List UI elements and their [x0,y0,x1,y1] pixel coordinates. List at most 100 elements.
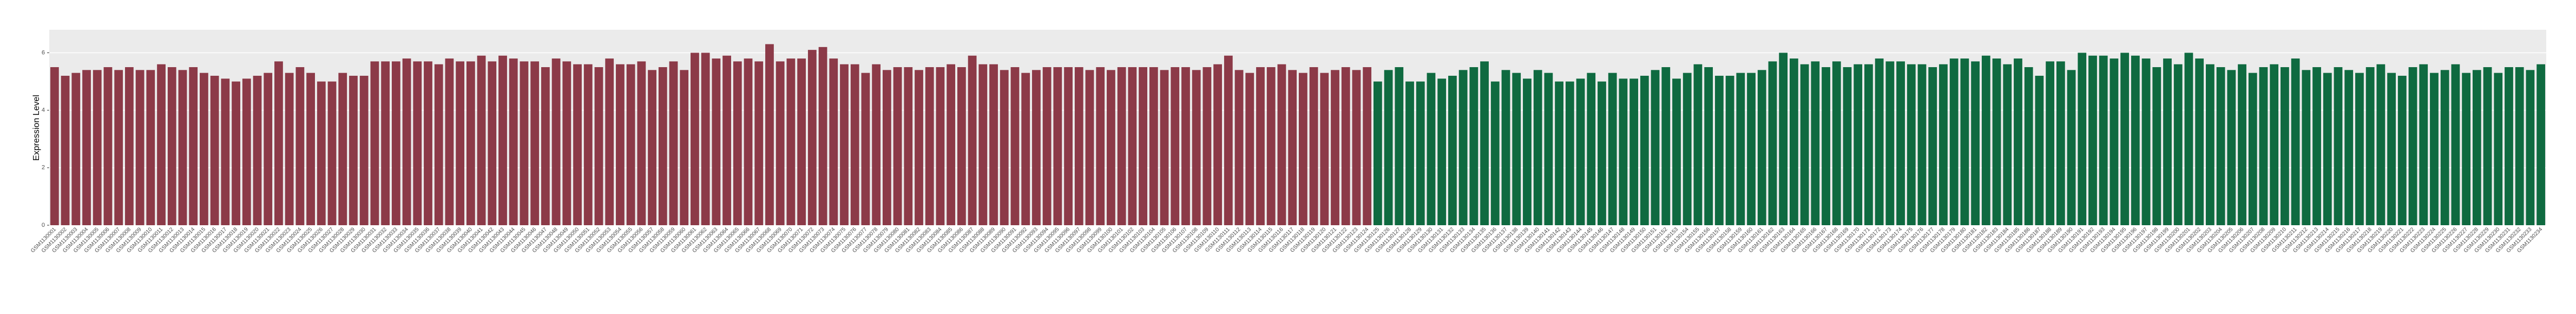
bar [2397,75,2407,226]
bar [1800,64,1809,226]
bar [285,73,294,225]
bar [1598,81,1606,225]
bar [2419,64,2428,226]
bar [1714,75,1724,226]
bar [2259,67,2268,225]
bar [1469,67,1478,225]
bar [2344,70,2354,225]
bar [2536,64,2546,226]
bar [1266,67,1276,225]
bar [1128,67,1137,225]
bar [2131,55,2140,225]
bar [1202,67,1212,225]
bar [1277,64,1286,226]
bar [359,75,369,226]
bar [658,67,667,225]
bar [103,67,113,225]
bar [1619,78,1628,225]
bar [445,58,454,226]
bar [2003,64,2012,226]
bar [2323,73,2332,225]
bar [498,55,507,225]
bar [947,64,956,226]
bar [882,70,891,225]
bar [1576,78,1585,225]
bar [1736,73,1745,225]
y-tick-label: 6 [42,49,45,56]
y-axis-label: Expression Level [32,95,41,161]
bar [1074,67,1083,225]
bar [2302,70,2311,225]
bar [2365,67,2375,225]
bar [733,61,742,225]
y-tick-label: 4 [42,107,45,114]
bar [306,73,315,225]
bar [71,73,81,225]
bar [776,61,785,225]
bar [1416,81,1425,225]
bar [93,70,102,225]
bar [2387,73,2396,225]
bar [1117,67,1126,225]
bar [722,55,731,225]
bar [488,61,497,225]
bar [1747,73,1756,225]
bar [893,67,902,225]
bar [2056,61,2065,225]
bar [1042,67,1052,225]
bar [1309,67,1318,225]
bar [1651,70,1660,225]
bar [1341,67,1350,225]
bar [146,70,155,225]
bar [691,53,699,226]
bar [2526,70,2535,225]
bar [135,70,144,225]
bar [2238,64,2246,226]
bar [1907,64,1916,226]
bar [1896,61,1905,225]
bar [2216,67,2225,225]
bar [2120,53,2130,226]
bar [530,61,540,225]
bar [829,58,838,226]
bar [1490,81,1500,225]
bar [2205,64,2214,226]
bar [2291,58,2300,226]
bar [1501,70,1510,225]
bar [509,58,518,226]
bar [1107,70,1115,225]
bar [1171,67,1180,225]
bar [2152,67,2161,225]
bar [648,70,656,225]
bar [1320,73,1329,225]
bar [221,78,230,225]
bar [904,67,913,225]
bar [626,64,635,226]
bar [1768,61,1777,225]
bar [1053,67,1062,225]
bar [2067,70,2076,225]
bar [391,61,400,225]
bar [1885,61,1895,225]
bar [1629,78,1639,225]
bar [1992,58,2001,226]
bar [1854,64,1863,226]
bar [1256,67,1265,225]
plot-panel [49,30,2546,225]
bar [1427,73,1436,225]
bar [1822,67,1830,225]
bar [157,64,166,226]
bar [1181,67,1190,225]
bar [2505,67,2513,225]
bar [1288,70,1297,225]
bar [1298,73,1307,225]
bar [1213,64,1223,226]
bar [434,64,443,226]
bar [82,70,91,225]
bar [1458,70,1468,225]
bar [1928,67,1937,225]
bar [1096,67,1105,225]
bar [850,64,859,226]
bar [1437,78,1447,225]
bar [1512,73,1521,225]
